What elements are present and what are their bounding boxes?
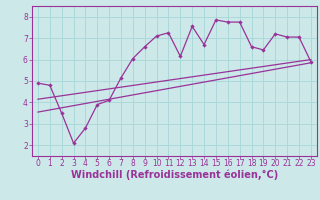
X-axis label: Windchill (Refroidissement éolien,°C): Windchill (Refroidissement éolien,°C): [71, 170, 278, 180]
